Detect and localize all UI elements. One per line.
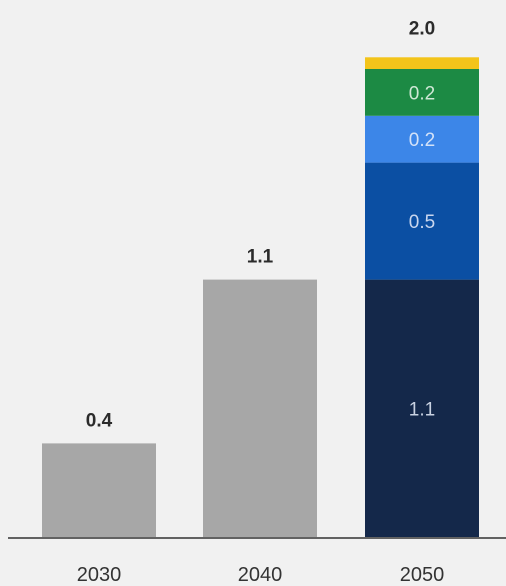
labels-group: 0.4 2030 1.1 2040 1.1 0.5 0.2 0.2 2.0 2050 xyxy=(77,18,445,586)
bar-2030 xyxy=(42,443,156,537)
value-label-2050: 2.0 xyxy=(409,18,435,39)
bar-2050-segment-5 xyxy=(365,57,479,69)
segment-label-2050-3: 0.2 xyxy=(409,130,435,151)
value-label-2030: 0.4 xyxy=(86,410,113,431)
segment-label-2050-4: 0.2 xyxy=(409,83,435,104)
bar-2050-segment-1 xyxy=(365,279,479,537)
x-tick-label-2040: 2040 xyxy=(238,564,283,586)
segment-label-2050-2: 0.5 xyxy=(409,212,435,233)
value-label-2040: 1.1 xyxy=(247,247,274,268)
bar-2050-segment-3 xyxy=(365,115,479,163)
segment-label-2050-1: 1.1 xyxy=(409,399,435,420)
x-tick-label-2050: 2050 xyxy=(400,564,445,586)
bars-group xyxy=(42,57,479,537)
bar-2040 xyxy=(203,279,317,537)
x-tick-label-2030: 2030 xyxy=(77,564,122,586)
bar-2050-segment-4 xyxy=(365,69,479,116)
bar-2050-segment-2 xyxy=(365,162,479,280)
